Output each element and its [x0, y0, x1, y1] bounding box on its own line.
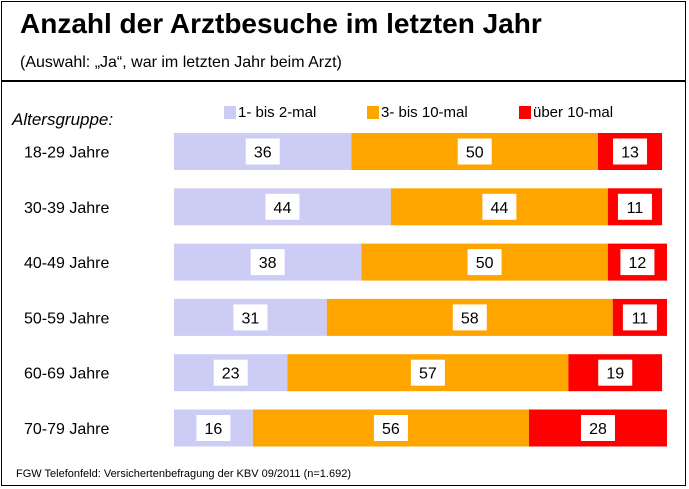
legend-swatch-3-10-mal	[367, 105, 379, 119]
data-label: 58	[461, 310, 479, 327]
data-label: 57	[419, 366, 437, 383]
category-label: 40-49 Jahre	[24, 255, 109, 272]
data-label: 11	[632, 310, 649, 327]
data-label-box	[620, 249, 655, 276]
category-axis-header: Altersgruppe:	[12, 110, 114, 129]
legend-label: über 10-mal	[533, 103, 614, 121]
legend-item-ueber-10-mal: über 10-mal	[519, 102, 613, 122]
data-label-box	[598, 359, 633, 386]
source-footnote: FGW Telefonfeld: Versichertenbefragung d…	[16, 468, 351, 480]
chart-subtitle: (Auswahl: „Ja“, war im letzten Jahr beim…	[20, 54, 342, 71]
data-label: 19	[606, 366, 624, 383]
data-label-box	[373, 415, 408, 441]
data-label: 44	[490, 200, 508, 217]
data-label: 13	[621, 145, 639, 162]
legend-item-1-2-mal: 1- bis 2-mal	[224, 102, 316, 122]
data-label: 16	[205, 421, 223, 438]
data-label-box	[245, 138, 280, 165]
data-label-box	[213, 359, 248, 386]
data-label: 23	[222, 366, 240, 383]
chart-title: Anzahl der Arztbesuche im letzten Jahr	[20, 8, 542, 39]
category-label: 50-59 Jahre	[24, 310, 109, 327]
category-label: 18-29 Jahre	[24, 145, 109, 162]
category-label: 30-39 Jahre	[24, 200, 109, 217]
data-label-box	[196, 415, 231, 441]
data-label: 31	[242, 310, 260, 327]
category-label: 60-69 Jahre	[24, 366, 109, 383]
data-label-box	[452, 304, 487, 331]
data-label: 50	[476, 255, 494, 272]
data-label-box	[250, 249, 285, 276]
legend-swatch-ueber-10-mal	[519, 105, 531, 119]
data-label: 12	[629, 255, 647, 272]
data-label-box	[617, 193, 652, 220]
category-label: 70-79 Jahre	[24, 421, 109, 438]
legend-swatch-1-2-mal	[224, 105, 236, 119]
data-label: 28	[589, 421, 607, 438]
data-label-box	[410, 359, 445, 386]
data-label-box	[457, 138, 492, 165]
data-label-box	[467, 249, 502, 276]
legend-label: 3- bis 10-mal	[381, 103, 468, 121]
data-label: 36	[254, 145, 272, 162]
data-label-box	[233, 304, 268, 331]
data-label: 38	[259, 255, 277, 272]
title-divider	[2, 80, 685, 82]
legend-label: 1- bis 2-mal	[238, 103, 317, 121]
data-label: 50	[466, 145, 484, 162]
legend-item-3-10-mal: 3- bis 10-mal	[367, 102, 468, 122]
data-label: 11	[627, 200, 644, 217]
data-label: 44	[274, 200, 292, 217]
data-label: 56	[382, 421, 400, 438]
data-label-box	[613, 138, 648, 165]
data-label-box	[265, 193, 300, 220]
data-label-box	[580, 415, 615, 441]
data-label-box	[622, 304, 657, 331]
data-label-box	[482, 193, 517, 220]
